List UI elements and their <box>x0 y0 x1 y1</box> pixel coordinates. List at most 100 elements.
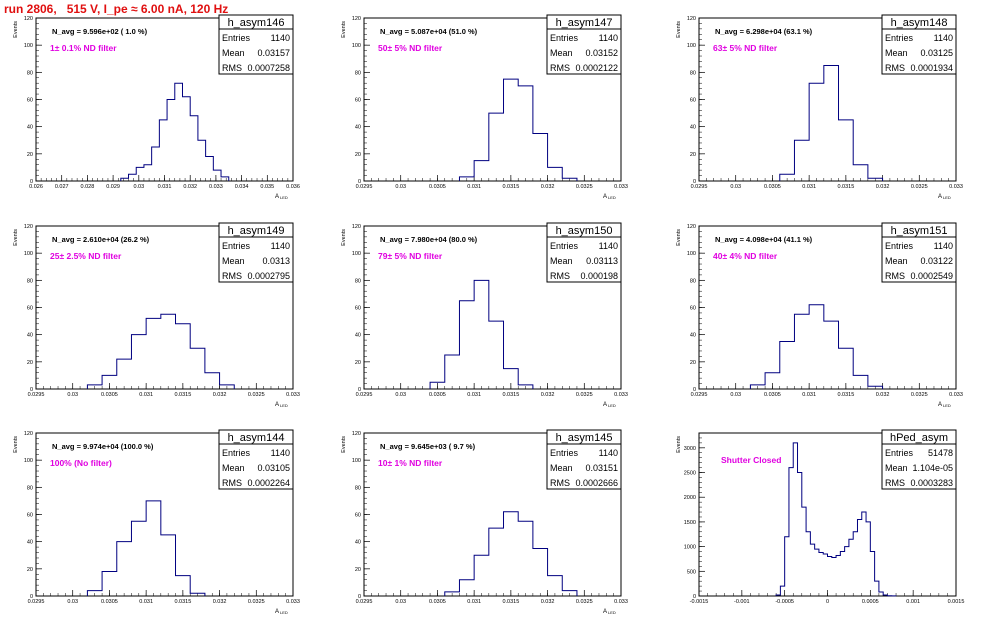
stats-key: RMS <box>550 63 570 73</box>
y-axis-label: Events <box>341 21 347 38</box>
y-axis-label: Events <box>676 21 682 38</box>
x-tick-label: 0.032 <box>183 184 197 190</box>
y-tick-label: 120 <box>352 16 361 22</box>
y-tick-label: 60 <box>690 98 696 104</box>
histogram-panel: 0 500 1000 1500 2000 2500 3000 -0.0015 -0.001 -0.… <box>676 429 964 605</box>
x-tick-label: 0.0295 <box>28 599 45 605</box>
x-axis-label: ALED <box>938 402 951 408</box>
filter-annotation: 63± 5% ND filter <box>713 43 778 53</box>
stats-key: Mean <box>550 256 573 266</box>
stats-key: Entries <box>885 241 914 251</box>
stats-value: 1140 <box>599 241 618 251</box>
stats-value: 0.0313 <box>262 256 290 266</box>
navg-label: N_avg = 5.087e+04 (51.0 %) <box>380 27 478 36</box>
x-tick-label: 0.036 <box>286 184 300 190</box>
histogram-series <box>779 65 884 181</box>
y-tick-label: 60 <box>355 306 361 312</box>
stats-box <box>218 236 294 283</box>
y-tick-label: 1000 <box>684 545 696 551</box>
histogram-series <box>86 500 206 596</box>
navg-label: N_avg = 9.596e+02 ( 1.0 %) <box>52 27 148 36</box>
x-tick-label: 0.032 <box>213 599 227 605</box>
y-tick-label: 120 <box>24 431 33 437</box>
stats-key: Mean <box>222 48 245 58</box>
x-tick-label: 0.03 <box>67 392 78 398</box>
y-tick-label: 80 <box>355 278 361 284</box>
x-axis-label: ALED <box>603 609 616 615</box>
y-tick-label: 0 <box>30 387 33 393</box>
histogram-series <box>429 279 534 389</box>
x-tick-label: 0.0315 <box>174 392 191 398</box>
x-tick-label: 0.0325 <box>248 599 265 605</box>
x-tick-label: 0.03 <box>395 392 406 398</box>
x-tick-label: 0.0325 <box>911 184 928 190</box>
x-tick-label: 0.0305 <box>764 184 781 190</box>
histogram-series <box>775 442 897 597</box>
y-tick-label: 120 <box>24 224 33 230</box>
y-tick-label: 80 <box>690 278 696 284</box>
y-tick-label: 100 <box>352 251 361 257</box>
x-tick-label: 0.0325 <box>911 392 928 398</box>
x-tick-label: 0.03 <box>395 184 406 190</box>
y-tick-label: 100 <box>24 458 33 464</box>
x-tick-label: 0.035 <box>260 184 274 190</box>
stats-key: Mean <box>885 48 908 58</box>
filter-annotation: 50± 5% ND filter <box>378 43 443 53</box>
x-tick-label: 0.001 <box>906 599 920 605</box>
histogram-title: h_asym149 <box>228 225 285 237</box>
x-tick-label: 0.0305 <box>429 599 446 605</box>
y-tick-label: 80 <box>355 485 361 491</box>
x-tick-label: 0.029 <box>106 184 120 190</box>
x-tick-label: 0.034 <box>235 184 249 190</box>
histogram-series <box>458 78 578 181</box>
stats-key: Mean <box>550 48 573 58</box>
y-tick-label: 0 <box>358 179 361 185</box>
stats-key: Entries <box>222 448 251 458</box>
x-tick-label: -0.001 <box>734 599 750 605</box>
stats-value: 1140 <box>271 33 290 43</box>
stats-value: 0.03113 <box>586 256 618 266</box>
y-tick-label: 80 <box>355 70 361 76</box>
histogram-panel: 0 20 40 60 80 100 120 0.0295 0.03 0.0305 0.031 0.03… <box>341 222 628 408</box>
stats-key: Mean <box>885 256 908 266</box>
stats-key: Mean <box>885 463 908 473</box>
y-axis-label: Events <box>676 229 682 246</box>
histogram-title: h_asym146 <box>228 17 285 29</box>
x-tick-label: -0.0015 <box>690 599 709 605</box>
x-tick-label: 0.0315 <box>502 599 519 605</box>
x-tick-label: 0.0315 <box>174 599 191 605</box>
navg-label: N_avg = 9.645e+03 ( 9.7 %) <box>380 442 476 451</box>
stats-value: 0.03125 <box>920 48 953 58</box>
stats-box <box>546 236 622 283</box>
stats-box <box>546 28 622 75</box>
x-tick-label: 0.033 <box>949 392 963 398</box>
x-tick-label: 0.031 <box>467 599 481 605</box>
histogram-panel: 0 20 40 60 80 100 120 0.0295 0.03 0.0305 0.031 0.03… <box>13 222 300 408</box>
stats-value: 0.000198 <box>580 271 618 281</box>
x-tick-label: 0.033 <box>614 392 628 398</box>
y-tick-label: 20 <box>355 152 361 158</box>
y-tick-label: 0 <box>30 594 33 600</box>
y-tick-label: 100 <box>24 43 33 49</box>
stats-value: 0.0002795 <box>247 271 290 281</box>
filter-annotation: Shutter Closed <box>721 455 781 465</box>
y-tick-label: 0 <box>693 594 696 600</box>
stats-value: 0.03157 <box>257 48 290 58</box>
x-tick-label: 0.0305 <box>101 599 118 605</box>
y-tick-label: 80 <box>27 278 33 284</box>
stats-key: RMS <box>222 478 242 488</box>
y-tick-label: 40 <box>27 333 33 339</box>
x-tick-label: 0.03 <box>67 599 78 605</box>
y-tick-label: 100 <box>687 43 696 49</box>
stats-key: Entries <box>222 33 251 43</box>
histogram-title: h_asym144 <box>228 432 285 444</box>
x-tick-label: 0.033 <box>286 392 300 398</box>
y-tick-label: 0 <box>358 387 361 393</box>
x-tick-label: 0 <box>826 599 829 605</box>
x-axis-label: ALED <box>275 402 288 408</box>
x-tick-label: 0.0305 <box>764 392 781 398</box>
x-tick-label: 0.032 <box>541 184 555 190</box>
x-tick-label: 0.0295 <box>356 392 373 398</box>
stats-key: RMS <box>550 478 570 488</box>
